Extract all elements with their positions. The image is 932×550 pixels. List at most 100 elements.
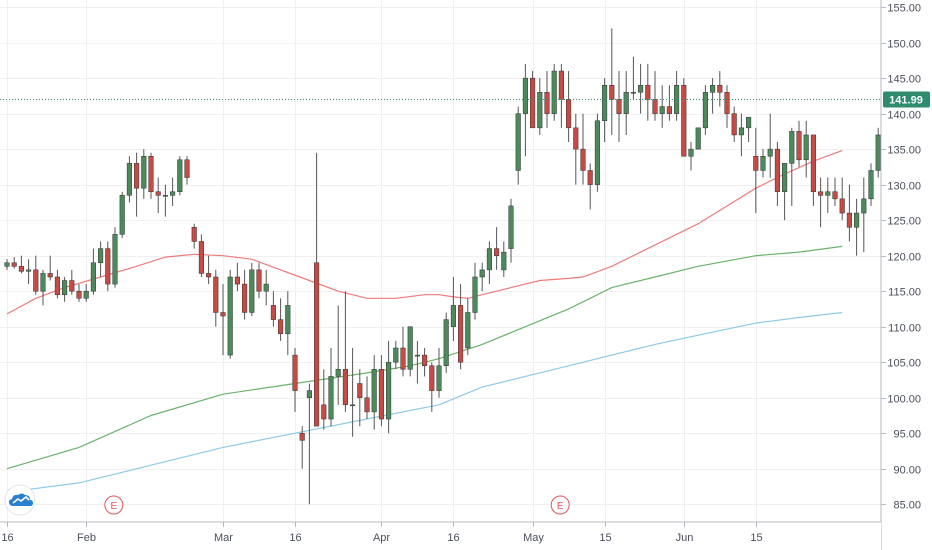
candle-down bbox=[198, 234, 204, 277]
candle-down bbox=[717, 71, 723, 107]
candle-body bbox=[702, 92, 708, 129]
candle-body bbox=[530, 77, 536, 129]
candle-down bbox=[321, 369, 327, 430]
price-tick-label: 115.00 bbox=[888, 287, 921, 299]
candle-body bbox=[342, 369, 348, 406]
candle-up bbox=[508, 198, 514, 263]
candle-down bbox=[796, 120, 802, 167]
candle-body bbox=[18, 266, 24, 272]
candle-body bbox=[242, 283, 248, 313]
candle-body bbox=[400, 347, 406, 370]
candle-body bbox=[371, 369, 377, 413]
candle-body bbox=[566, 99, 572, 129]
candle-body bbox=[659, 106, 665, 114]
candle-up bbox=[594, 113, 600, 192]
candle-body bbox=[666, 106, 672, 114]
candle-up bbox=[141, 149, 147, 199]
candle-body bbox=[458, 305, 464, 363]
candle-up bbox=[825, 177, 831, 214]
candle-up bbox=[659, 85, 665, 128]
candle-body bbox=[782, 163, 788, 193]
candle-up bbox=[760, 149, 766, 178]
price-tick-label: 100.00 bbox=[887, 394, 921, 406]
time-tick-label: Feb bbox=[77, 532, 96, 544]
candle-down bbox=[400, 326, 406, 377]
price-axis-ticks: 155.00 150.00 145.00 140.00 135.00 130.00 125.… bbox=[881, 3, 921, 512]
candle-body bbox=[47, 273, 53, 278]
price-tick-label: 125.00 bbox=[887, 216, 921, 228]
candle-down bbox=[54, 269, 60, 299]
candle-body bbox=[134, 163, 140, 189]
candle-down bbox=[818, 177, 824, 228]
time-tick-label: 16 bbox=[1, 532, 13, 544]
candle-body bbox=[789, 131, 795, 164]
time-tick-label: 16 bbox=[289, 532, 301, 544]
candle-body bbox=[234, 276, 240, 285]
candle-body bbox=[508, 205, 514, 249]
candle-body bbox=[753, 155, 759, 171]
candle-up bbox=[170, 177, 176, 206]
candle-body bbox=[630, 92, 636, 94]
candle-down bbox=[724, 85, 730, 128]
candle-up bbox=[119, 191, 125, 238]
candle-up bbox=[501, 241, 507, 277]
last-price-badge: 141.99 bbox=[883, 91, 930, 108]
candle-up bbox=[436, 348, 442, 398]
tradingview-logo[interactable] bbox=[4, 484, 36, 516]
candle-body bbox=[335, 369, 341, 377]
candle-body bbox=[90, 262, 96, 292]
candle-down bbox=[278, 298, 284, 341]
earnings-marker-circle bbox=[550, 495, 570, 515]
candle-body bbox=[623, 92, 629, 114]
candle-down bbox=[573, 113, 579, 185]
candle-body bbox=[148, 155, 154, 193]
candle-body bbox=[731, 113, 737, 136]
candle-body bbox=[494, 248, 500, 256]
candle-body bbox=[746, 116, 752, 129]
candle-body bbox=[861, 198, 867, 214]
candle-body bbox=[40, 273, 46, 292]
candle-down bbox=[422, 348, 428, 377]
candle-down bbox=[494, 227, 500, 270]
candle-body bbox=[710, 84, 716, 93]
candle-down bbox=[18, 255, 24, 274]
candle-body bbox=[198, 241, 204, 274]
candle-body bbox=[119, 195, 125, 235]
candle-up bbox=[702, 85, 708, 135]
candle-up bbox=[638, 63, 644, 114]
candle-up bbox=[407, 326, 413, 377]
earnings-marker[interactable]: E bbox=[104, 495, 124, 515]
candle-down bbox=[832, 177, 838, 206]
candle-body bbox=[652, 99, 658, 114]
candle-body bbox=[738, 127, 744, 136]
candle-down bbox=[774, 142, 780, 206]
candle-down bbox=[846, 184, 852, 242]
candle-body bbox=[825, 191, 831, 196]
earnings-marker-circle bbox=[104, 495, 124, 515]
candle-up bbox=[688, 142, 694, 171]
candle-body bbox=[278, 319, 284, 335]
candle-body bbox=[760, 155, 766, 171]
ma-short-line bbox=[6, 150, 843, 315]
candle-up bbox=[335, 305, 341, 405]
candle-body bbox=[292, 354, 298, 391]
candle-up bbox=[854, 198, 860, 256]
candle-down bbox=[105, 241, 111, 292]
candle-body bbox=[314, 262, 320, 427]
candlestick-series bbox=[4, 28, 888, 505]
earnings-marker[interactable]: E bbox=[550, 495, 570, 515]
candle-body bbox=[98, 248, 104, 264]
candle-body bbox=[378, 369, 384, 420]
candle-body bbox=[465, 312, 471, 349]
candle-down bbox=[364, 376, 370, 420]
candle-up bbox=[746, 116, 752, 143]
candle-body bbox=[846, 212, 852, 228]
time-axis[interactable] bbox=[0, 522, 881, 550]
candle-down bbox=[357, 369, 363, 427]
candle-down bbox=[342, 291, 348, 412]
candle-body bbox=[875, 134, 881, 171]
candle-up bbox=[177, 156, 183, 196]
time-tick-label: Mar bbox=[214, 532, 233, 544]
